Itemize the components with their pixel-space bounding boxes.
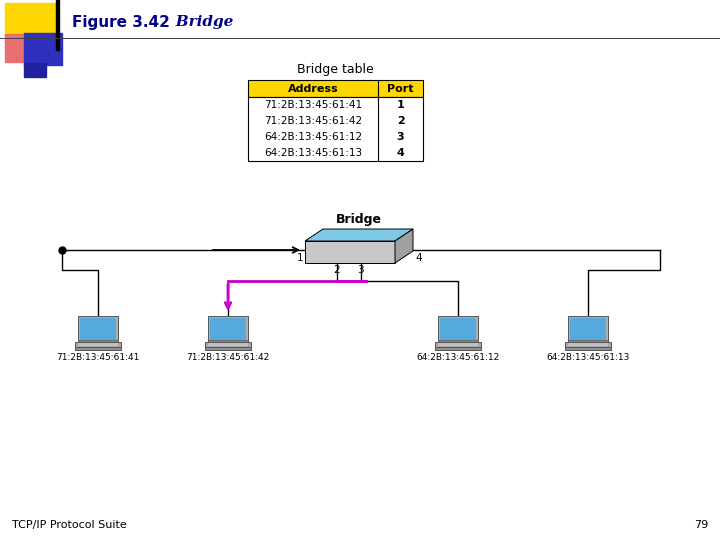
- Bar: [438, 343, 478, 346]
- Text: 71:2B:13:45:61:42: 71:2B:13:45:61:42: [186, 353, 269, 362]
- Bar: [565, 347, 611, 350]
- Text: 64:2B:13:45:61:12: 64:2B:13:45:61:12: [264, 132, 362, 142]
- Text: 4: 4: [397, 148, 405, 158]
- FancyBboxPatch shape: [78, 316, 118, 342]
- Bar: [80, 318, 116, 340]
- Bar: [24, 63, 46, 77]
- Bar: [24, 33, 62, 65]
- Bar: [248, 97, 423, 161]
- Bar: [56, 0, 59, 50]
- Bar: [208, 343, 248, 346]
- Text: 71:2B:13:45:61:41: 71:2B:13:45:61:41: [264, 100, 362, 110]
- Bar: [440, 318, 476, 340]
- Bar: [438, 340, 478, 343]
- Text: 1: 1: [297, 253, 303, 263]
- Polygon shape: [305, 241, 395, 263]
- Text: 79: 79: [694, 520, 708, 530]
- Polygon shape: [395, 229, 413, 263]
- FancyBboxPatch shape: [438, 316, 478, 342]
- Text: 64:2B:13:45:61:13: 64:2B:13:45:61:13: [546, 353, 630, 362]
- Bar: [568, 340, 608, 343]
- Bar: [565, 342, 611, 347]
- Bar: [78, 340, 118, 343]
- Text: 2: 2: [397, 116, 405, 126]
- Bar: [205, 347, 251, 350]
- Text: 64:2B:13:45:61:12: 64:2B:13:45:61:12: [416, 353, 500, 362]
- Bar: [568, 343, 608, 346]
- FancyBboxPatch shape: [568, 316, 608, 342]
- Text: 71:2B:13:45:61:41: 71:2B:13:45:61:41: [56, 353, 140, 362]
- Bar: [205, 342, 251, 347]
- Bar: [435, 347, 481, 350]
- Text: 2: 2: [333, 265, 340, 275]
- Text: 64:2B:13:45:61:13: 64:2B:13:45:61:13: [264, 148, 362, 158]
- FancyBboxPatch shape: [208, 316, 248, 342]
- Text: 1: 1: [397, 100, 405, 110]
- Text: Port: Port: [387, 84, 414, 93]
- Bar: [435, 342, 481, 347]
- Bar: [248, 80, 423, 97]
- Text: Bridge table: Bridge table: [297, 63, 374, 76]
- Text: 3: 3: [397, 132, 405, 142]
- Text: 4: 4: [415, 253, 423, 263]
- Bar: [5, 34, 43, 62]
- Text: Figure 3.42: Figure 3.42: [72, 15, 170, 30]
- Bar: [570, 318, 606, 340]
- Text: Address: Address: [288, 84, 338, 93]
- Text: TCP/IP Protocol Suite: TCP/IP Protocol Suite: [12, 520, 127, 530]
- Bar: [210, 318, 246, 340]
- Bar: [5, 3, 57, 35]
- Text: 71:2B:13:45:61:42: 71:2B:13:45:61:42: [264, 116, 362, 126]
- Bar: [75, 347, 121, 350]
- Text: 3: 3: [358, 265, 364, 275]
- Bar: [208, 340, 248, 343]
- Text: Bridge: Bridge: [336, 213, 382, 226]
- Bar: [75, 342, 121, 347]
- Bar: [78, 343, 118, 346]
- Text: Bridge: Bridge: [160, 15, 233, 29]
- Polygon shape: [305, 229, 413, 241]
